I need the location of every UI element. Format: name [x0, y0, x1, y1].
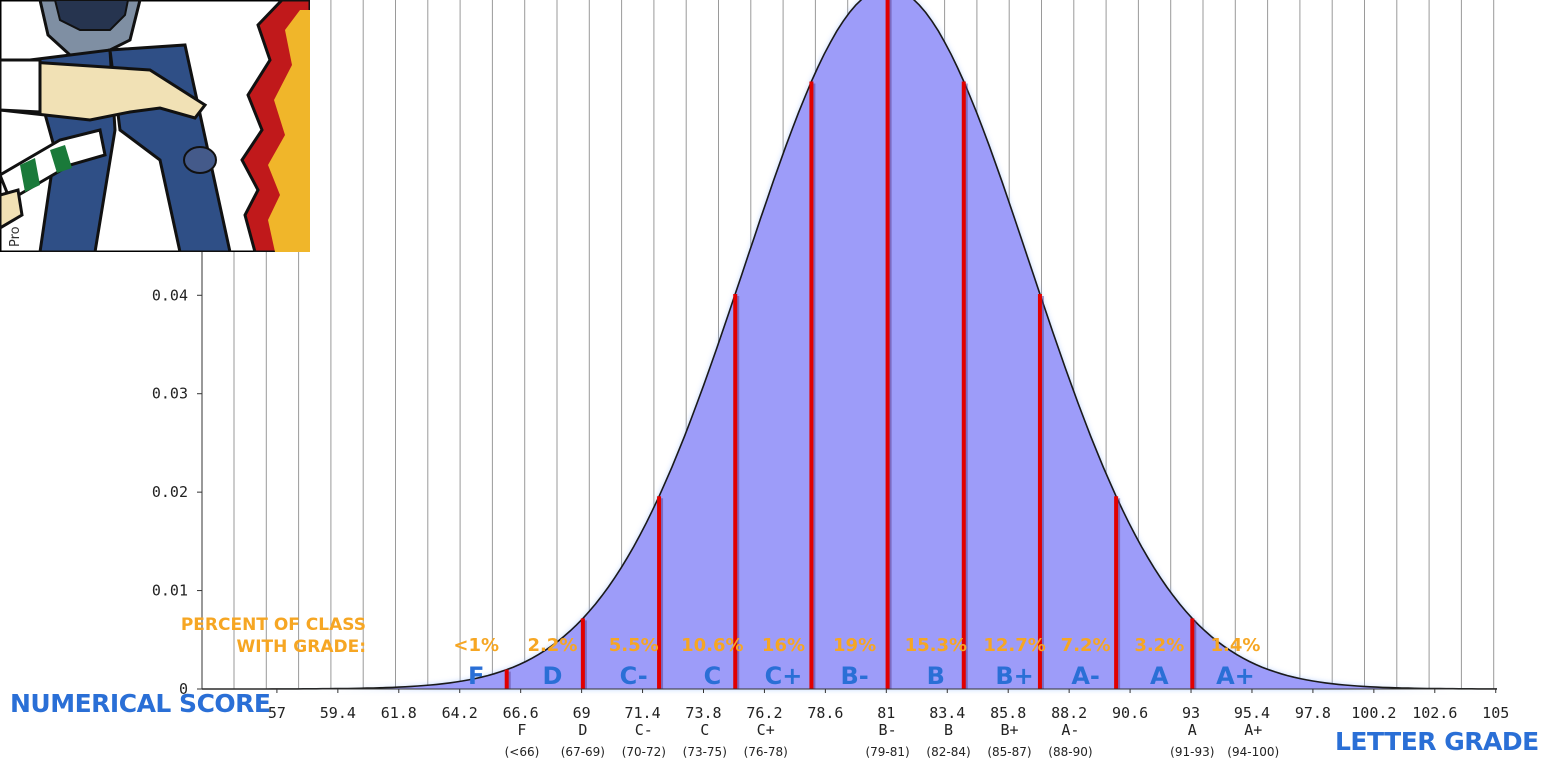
x-axis-ticks: 57 59.4 61.8 64.2 66.6 69 71.4 73.8 76.2 78.6 81 83…: [268, 689, 1509, 759]
distribution-area: [202, 0, 1497, 690]
band-percent-label: 3.2%: [1134, 635, 1184, 656]
band-grade-label: D: [542, 662, 562, 690]
x-grade-letter: F: [517, 721, 526, 739]
y-tick-label: 0.02: [152, 483, 188, 501]
x-tick-label: 90.6: [1112, 704, 1148, 722]
x-tick-label: 93: [1182, 704, 1200, 722]
x-tick-label: 57: [268, 704, 286, 722]
x-grade-letter: D: [578, 721, 587, 739]
x-grade-range: (79-81): [865, 745, 909, 759]
x-grade-range: (91-93): [1170, 745, 1214, 759]
x-grade-range: (<66): [505, 745, 540, 759]
band-grade-label: B-: [840, 662, 868, 690]
area-fill: [202, 0, 1497, 689]
x-tick-label: 69: [573, 704, 591, 722]
band-grade-label: A-: [1071, 662, 1100, 690]
band-percent-label: 12.7%: [983, 635, 1045, 656]
grade-percent-labels: <1% 2.2% 5.5% 10.6% 16% 19% 15.3% 12.7% 7.2% 3.2%…: [453, 635, 1260, 656]
percent-of-class-title: PERCENT OF CLASS WITH GRADE:: [136, 614, 366, 658]
x-tick-label: 85.8: [990, 704, 1026, 722]
x-grade-range: (94-100): [1227, 745, 1279, 759]
x-tick-label: 66.6: [503, 704, 539, 722]
x-tick-label: 78.6: [807, 704, 843, 722]
cartoon-character-image: [0, 0, 310, 252]
x-grade-letter: A-: [1061, 721, 1079, 739]
percent-title-line2: WITH GRADE:: [236, 637, 366, 657]
x-grade-letter: B-: [879, 721, 897, 739]
distribution-curve: [202, 0, 1497, 690]
y-tick-label: 0.01: [152, 582, 188, 600]
y-tick-label: 0.04: [152, 286, 188, 304]
x-grade-letter: A+: [1244, 721, 1262, 739]
x-grade-letter: C: [700, 721, 709, 739]
x-tick-label: 81: [877, 704, 895, 722]
x-grade-range: (70-72): [622, 745, 666, 759]
grade-letter-labels: F D C- C C+ B- B B+ A- A A+: [468, 662, 1255, 690]
x-grade-letter: C-: [635, 721, 653, 739]
x-tick-label: 76.2: [746, 704, 782, 722]
y-axis-ticks: 0 0.01 0.02 0.03 0.04: [152, 286, 202, 698]
x-tick-label: 83.4: [929, 704, 965, 722]
y-tick-label: 0: [179, 680, 188, 698]
band-grade-label: A+: [1216, 662, 1255, 690]
x-tick-label: 100.2: [1351, 704, 1396, 722]
y-tick-label: 0.03: [152, 385, 188, 403]
x-grade-range: (85-87): [987, 745, 1031, 759]
x-grade-range: (82-84): [926, 745, 970, 759]
band-percent-label: 1.4%: [1210, 635, 1260, 656]
x-tick-label: 73.8: [685, 704, 721, 722]
x-tick-label: 88.2: [1051, 704, 1087, 722]
x-tick-label: 95.4: [1234, 704, 1270, 722]
band-percent-label: 7.2%: [1061, 635, 1111, 656]
x-tick-label: 64.2: [442, 704, 478, 722]
x-grade-range: (76-78): [744, 745, 788, 759]
band-grade-label: C: [704, 662, 722, 690]
y-axis-label: Pro: [8, 226, 23, 247]
percent-title-line1: PERCENT OF CLASS: [180, 615, 366, 635]
x-tick-label: 61.8: [381, 704, 417, 722]
x-grade-range: (73-75): [683, 745, 727, 759]
band-grade-label: B: [927, 662, 945, 690]
x-tick-label: 105: [1482, 704, 1509, 722]
band-percent-label: 19%: [833, 635, 876, 656]
x-tick-label: 102.6: [1412, 704, 1457, 722]
grade-cutoff-lines: [504, 0, 1197, 689]
band-grade-label: F: [468, 662, 484, 690]
letter-grade-label: LETTER GRADE: [1335, 727, 1539, 756]
x-tick-label: 97.8: [1295, 704, 1331, 722]
x-tick-label: 71.4: [624, 704, 660, 722]
x-grade-letter: A: [1188, 721, 1197, 739]
band-percent-label: 5.5%: [609, 635, 659, 656]
band-percent-label: 10.6%: [681, 635, 743, 656]
x-axis-label: NUMERICAL SCORE: [10, 689, 271, 718]
x-grade-letter: B+: [1000, 721, 1018, 739]
band-percent-label: 16%: [762, 635, 805, 656]
x-grade-range: (88-90): [1048, 745, 1092, 759]
x-grade-letter: B: [944, 721, 953, 739]
band-grade-label: C-: [620, 662, 648, 690]
band-grade-label: B+: [995, 662, 1033, 690]
x-grade-letter: C+: [757, 721, 775, 739]
band-percent-label: 15.3%: [905, 635, 967, 656]
x-grade-range: (67-69): [561, 745, 605, 759]
band-percent-label: <1%: [453, 635, 499, 656]
band-grade-label: A: [1150, 662, 1169, 690]
band-grade-label: C+: [765, 662, 803, 690]
band-percent-label: 2.2%: [527, 635, 577, 656]
x-tick-label: 59.4: [320, 704, 356, 722]
